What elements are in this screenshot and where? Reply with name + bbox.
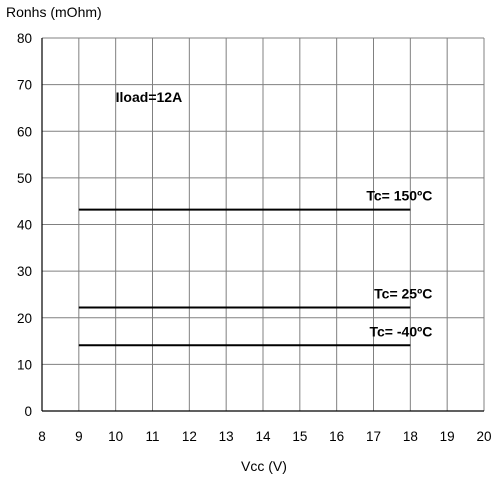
x-tick-label: 19	[440, 429, 455, 444]
axes	[41, 37, 485, 412]
y-tick-label: 50	[17, 171, 32, 186]
series-label: Tc= 25ºC	[374, 285, 432, 301]
y-tick-label: 20	[17, 311, 32, 326]
x-tick-label: 9	[75, 429, 83, 444]
y-tick-label: 60	[17, 124, 32, 139]
x-axis-label: Vcc (V)	[241, 458, 287, 474]
x-tick-label: 12	[182, 429, 197, 444]
series-lines	[78, 208, 411, 347]
x-tick-label: 14	[255, 429, 271, 444]
x-tick-label: 18	[403, 429, 418, 444]
x-tick-label: 11	[145, 429, 159, 444]
x-tick-label: 13	[219, 429, 234, 444]
x-tick-label: 16	[329, 429, 344, 444]
x-tick-label: 15	[292, 429, 307, 444]
y-tick-label: 80	[17, 31, 32, 46]
x-tick-label: 20	[476, 429, 491, 444]
y-tick-label: 40	[17, 218, 32, 233]
annotations: Tc= 150ºC Tc= 25ºC Tc= -40ºC Iload=12A	[116, 89, 433, 339]
y-tick-label: 10	[17, 357, 32, 372]
x-tick-label: 10	[108, 429, 123, 444]
series-label: Tc= -40ºC	[370, 323, 433, 339]
y-tick-label: 70	[17, 78, 32, 93]
grid	[42, 38, 484, 411]
x-tick-label: 8	[38, 429, 46, 444]
tick-labels: 8 9 10 11 12 13 14 15 16 17 18 19 20 0 10 20 30 40 50 60 70 8…	[17, 31, 492, 444]
x-tick-label: 17	[366, 429, 381, 444]
annotation-text: Iload=12A	[116, 89, 183, 105]
y-tick-label: 0	[24, 404, 32, 419]
series-label: Tc= 150ºC	[366, 188, 432, 204]
y-axis-label: Ronhs (mOhm)	[6, 4, 102, 20]
y-tick-label: 30	[17, 264, 32, 279]
